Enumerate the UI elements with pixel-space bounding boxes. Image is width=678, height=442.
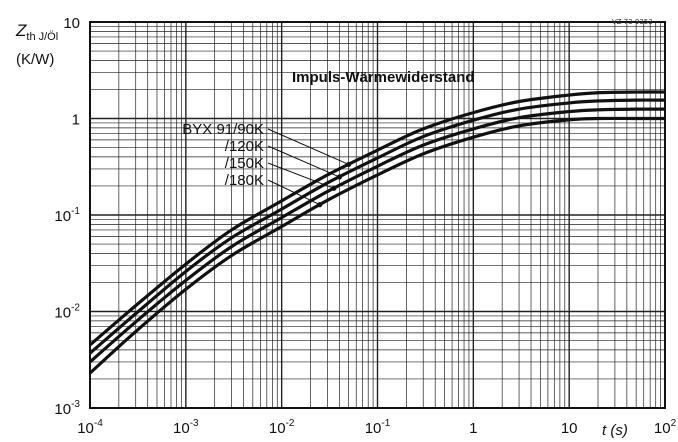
leader-dot xyxy=(331,185,337,191)
leader-line xyxy=(267,145,340,178)
chart-grid xyxy=(89,22,665,409)
y-tick-label: 1 xyxy=(72,112,80,129)
x-axis-label: t (s) xyxy=(602,422,628,439)
y-tick-label: 10-3 xyxy=(54,399,80,418)
x-tick-label: 10-1 xyxy=(365,418,391,437)
leader-dot xyxy=(336,174,342,180)
series-labels: BYX 91/90K/120K/150K/180K xyxy=(182,121,264,189)
series-line xyxy=(88,90,666,347)
x-tick-label: 1 xyxy=(469,420,477,437)
figure-reference: VZ 73 9353 xyxy=(612,18,653,26)
series-label: /150K xyxy=(225,155,264,172)
legend-leader-lines xyxy=(267,128,352,208)
leader-line xyxy=(267,162,334,189)
x-tick-label: 10-3 xyxy=(173,418,199,437)
x-tick-label: 102 xyxy=(654,418,677,437)
y-tick-label: 10-1 xyxy=(54,206,80,225)
y-axis-label-symbol: Zth J/Öl xyxy=(15,21,58,43)
y-tick-label: 10 xyxy=(63,15,80,32)
x-tick-label: 10 xyxy=(561,420,578,437)
series-line xyxy=(88,116,665,375)
chart-title: Impuls-Wärmewiderstand xyxy=(292,69,475,86)
y-axis-label-unit: (K/W) xyxy=(16,51,54,68)
y-tick-label: 10-2 xyxy=(54,303,80,322)
leader-line xyxy=(267,128,349,165)
x-tick-label: 10-4 xyxy=(77,418,103,437)
series-lines xyxy=(88,90,666,375)
x-tick-label: 10-2 xyxy=(269,418,295,437)
x-tick-labels: 10-4 10-3 10-2 10-1 1 10 102 xyxy=(77,418,676,437)
leader-line xyxy=(267,179,321,206)
series-label: BYX 91/90K xyxy=(182,121,264,138)
series-label: /180K xyxy=(225,172,264,189)
y-axis-label-sub: th J/Öl xyxy=(26,31,58,43)
series-line xyxy=(88,98,666,355)
series-line xyxy=(88,107,666,364)
leader-dot xyxy=(317,202,323,208)
plot-frame xyxy=(89,21,666,409)
leader-dot xyxy=(346,161,352,168)
y-tick-labels: 10 1 10-1 10-2 10-3 xyxy=(54,15,80,418)
series-label: /120K xyxy=(225,138,264,155)
y-axis-label-main: Z xyxy=(15,21,27,40)
